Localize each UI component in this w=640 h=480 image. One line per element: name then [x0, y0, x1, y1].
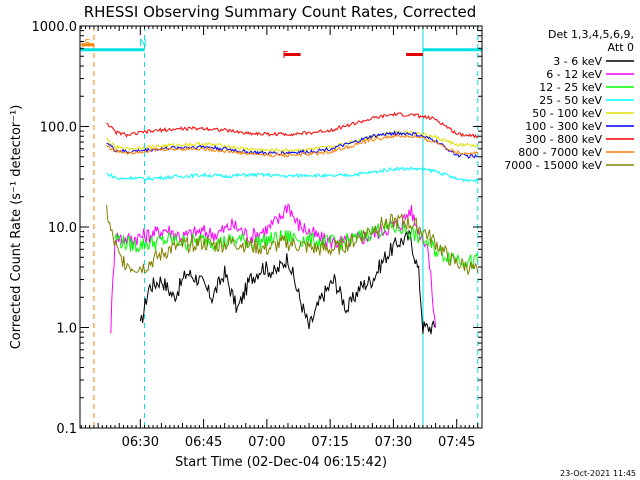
y-tick-label: 1.0 [56, 322, 77, 337]
chart-title: RHESSI Observing Summary Count Rates, Co… [84, 3, 477, 21]
x-tick-label: 06:30 [122, 435, 159, 450]
y-tick-label: 100.0 [40, 121, 77, 136]
series-line-7000-15000-kevkev [106, 204, 479, 276]
series-line-300-800-kevkev [106, 111, 479, 139]
annotation-label-n: N [139, 38, 146, 49]
legend-label: 100 - 300 keV [525, 120, 602, 133]
x-axis-label: Start Time (02-Dec-04 06:15:42) [175, 455, 387, 470]
y-tick-label: 0.1 [56, 422, 77, 437]
x-tick-label: 07:15 [311, 435, 348, 450]
series-line-25-50-kevkev [106, 166, 479, 184]
series-line-800-7000-kevkev [106, 133, 479, 158]
y-tick-label: 10.0 [48, 221, 77, 236]
series-layer [106, 111, 479, 335]
legend-header-line: Det 1,3,4,5,6,9, [548, 28, 634, 41]
x-tick-label: 06:45 [185, 435, 222, 450]
y-tick-label: 1000.0 [32, 20, 78, 35]
legend-label: 6 - 12 keV [546, 68, 602, 81]
annotation-label-f: F [283, 50, 289, 61]
legend-header-line: Att 0 [608, 41, 634, 54]
annotations-layer: S N F [80, 26, 482, 428]
legend-label: 3 - 6 keV [553, 55, 602, 68]
legend-label: 50 - 100 keV [532, 107, 602, 120]
series-line-6-12-kevkev [110, 203, 437, 334]
series-line-12-25-kevkev [114, 219, 479, 270]
axes-layer: 0.1 1.0 10.0 100.0 1000.0 06:30 06:45 07:00 07:1… [32, 20, 483, 450]
timestamp: 23-Oct-2021 11:45 [560, 469, 636, 478]
x-tick-label: 07:30 [375, 435, 412, 450]
y-axis-label: Corrected Count Rate (s⁻¹ detector⁻¹) [9, 105, 24, 350]
legend-label: 25 - 50 keV [539, 94, 602, 107]
legend-label: 300 - 800 keV [525, 133, 602, 146]
x-tick-label: 07:45 [438, 435, 475, 450]
legend-label: 800 - 7000 keV [518, 146, 602, 159]
annotation-label-s: S [84, 38, 90, 49]
series-line-3-6-kevkev [139, 229, 436, 335]
legend-label: 7000 - 15000 keV [504, 159, 602, 172]
x-tick-label: 07:00 [248, 435, 285, 450]
legend-label: 12 - 25 keV [539, 81, 602, 94]
